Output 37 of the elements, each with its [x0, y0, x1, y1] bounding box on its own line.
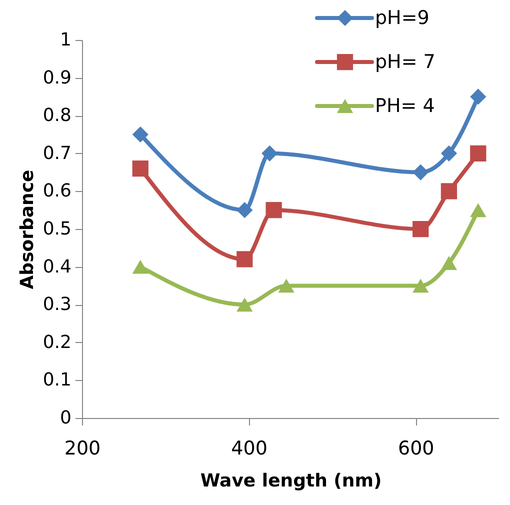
y-tick-label: 0.6 [42, 180, 72, 202]
y-tick-label: 0.3 [42, 294, 72, 316]
point [412, 278, 429, 293]
x-tick-label: 400 [231, 438, 268, 460]
point [236, 202, 253, 218]
point [440, 145, 458, 162]
point [132, 260, 148, 274]
y-tick-label: 0.5 [42, 218, 72, 240]
point [262, 145, 278, 162]
point [470, 88, 486, 105]
x-tick-label: 600 [398, 438, 434, 460]
y-tick-label: 0.9 [42, 67, 72, 88]
point [440, 256, 458, 270]
point [440, 183, 458, 200]
y-tick-label: 0.4 [42, 256, 72, 278]
y-tick-label: 0 [60, 408, 72, 428]
x-axis-title: Wave length (nm) [200, 470, 382, 492]
y-tick-label: 0.7 [42, 142, 72, 164]
point [470, 203, 486, 218]
point [412, 220, 429, 238]
point [470, 145, 486, 162]
y-axis-title: Absorbance [16, 170, 38, 290]
y-tick-label: 0.2 [42, 332, 72, 353]
point [278, 278, 294, 293]
legend-label: pH=9 [375, 7, 430, 29]
point [236, 298, 253, 312]
point [266, 202, 282, 218]
point [132, 126, 148, 143]
legend-label: PH= 4 [375, 95, 435, 117]
x-tick-label: 200 [64, 438, 101, 460]
y-tick-label: 0.8 [42, 105, 72, 126]
point [412, 164, 429, 180]
legend-label: pH= 7 [375, 51, 436, 73]
y-tick-label: 0.1 [42, 370, 72, 391]
point [132, 160, 148, 177]
y-tick-label: 1 [60, 30, 72, 50]
point [236, 251, 253, 268]
